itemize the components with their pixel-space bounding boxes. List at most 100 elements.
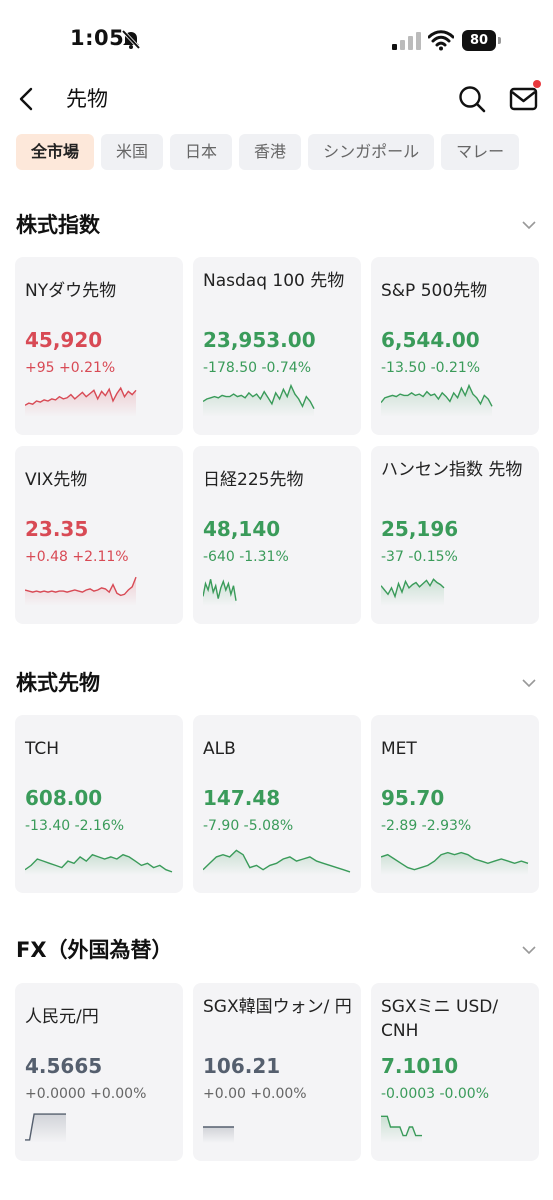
sparkline-line — [381, 851, 529, 871]
sparkline-chart — [203, 579, 237, 606]
card-name: S&P 500先物 — [381, 281, 488, 301]
section-title-stock-index: 株式指数 — [16, 213, 100, 237]
sparkline-line — [203, 849, 351, 873]
status-time: 1:05 — [70, 26, 125, 50]
card-price: 95.70 — [381, 786, 445, 810]
card-name: MET — [381, 739, 417, 759]
sparkline-chart — [381, 383, 493, 417]
card-price: 23,953.00 — [203, 328, 316, 352]
page-title: 先物 — [66, 87, 108, 111]
fx-card[interactable]: SGXミニ USD/ CNH 7.1010 -0.0003 -0.00% — [371, 983, 539, 1161]
sparkline-area — [203, 850, 350, 875]
sparkline-chart — [381, 578, 445, 606]
card-name: VIX先物 — [25, 470, 88, 490]
card-price: 147.48 — [203, 786, 281, 810]
battery-icon: 80 — [462, 30, 502, 51]
sparkline-line — [25, 1113, 66, 1141]
section-title-stock-futures: 株式先物 — [16, 671, 100, 695]
tab-us[interactable]: 米国 — [101, 134, 164, 170]
card-change: -640 -1.31% — [203, 549, 289, 565]
futures-card[interactable]: S&P 500先物 6,544.00 -13.50 -0.21% — [371, 257, 539, 435]
card-change: -13.50 -0.21% — [381, 360, 481, 376]
sparkline-area — [25, 388, 136, 417]
market-tabs: 全市場 米国 日本 香港 シンガポール マレー — [16, 134, 553, 170]
sparkline-chart — [25, 386, 137, 417]
sparkline-line — [203, 579, 237, 601]
card-name: 人民元/円 — [25, 1007, 99, 1027]
futures-card[interactable]: ALB 147.48 -7.90 -5.08% — [193, 715, 361, 893]
card-change: -2.89 -2.93% — [381, 818, 472, 834]
battery-level: 80 — [462, 30, 496, 51]
sparkline-line — [25, 576, 137, 597]
tab-malaysia[interactable]: マレー — [441, 134, 520, 170]
chevron-down-icon[interactable] — [520, 216, 538, 234]
status-bar: 1:05 80 — [0, 0, 553, 80]
card-change: +0.48 +2.11% — [25, 549, 129, 565]
futures-card[interactable]: MET 95.70 -2.89 -2.93% — [371, 715, 539, 893]
card-price: 4.5665 — [25, 1054, 103, 1078]
card-change: -37 -0.15% — [381, 549, 458, 565]
card-name: SGX韓国ウォン/ 円 — [203, 997, 352, 1017]
sparkline-chart — [25, 576, 137, 606]
sparkline-chart — [203, 849, 351, 875]
futures-card[interactable]: 日経225先物 48,140 -640 -1.31% — [193, 446, 361, 624]
sparkline-area — [25, 577, 136, 606]
sparkline-line — [381, 1115, 422, 1137]
sparkline-area — [381, 1116, 422, 1143]
sparkline-area — [203, 385, 314, 417]
notification-dot — [533, 80, 541, 88]
sparkline-chart — [25, 1113, 66, 1143]
sparkline-chart — [381, 851, 529, 875]
sparkline-line — [25, 386, 137, 406]
card-change: +0.0000 +0.00% — [25, 1086, 147, 1102]
card-price: 608.00 — [25, 786, 103, 810]
back-icon[interactable] — [12, 84, 42, 114]
card-name: ALB — [203, 739, 236, 759]
card-change: -13.40 -2.16% — [25, 818, 125, 834]
sparkline-area — [25, 854, 172, 875]
card-price: 45,920 — [25, 328, 103, 352]
sparkline-line — [203, 383, 315, 410]
card-change: +95 +0.21% — [25, 360, 116, 376]
tab-all-markets[interactable]: 全市場 — [16, 134, 95, 170]
sparkline-area — [381, 385, 492, 417]
sparkline-line — [25, 853, 173, 873]
section-title-fx: FX（外国為替） — [16, 938, 173, 962]
mail-icon[interactable] — [507, 84, 541, 114]
cell-signal-icon — [392, 32, 421, 50]
tab-hong-kong[interactable]: 香港 — [239, 134, 302, 170]
tab-singapore[interactable]: シンガポール — [308, 134, 435, 170]
sparkline-area — [381, 852, 528, 875]
sparkline-area — [381, 579, 444, 606]
futures-card[interactable]: TCH 608.00 -13.40 -2.16% — [15, 715, 183, 893]
chevron-down-icon[interactable] — [520, 674, 538, 692]
card-change: -7.90 -5.08% — [203, 818, 294, 834]
card-name: NYダウ先物 — [25, 281, 117, 301]
futures-card[interactable]: ハンセン指数 先物 25,196 -37 -0.15% — [371, 446, 539, 624]
card-name: ハンセン指数 先物 — [381, 460, 523, 480]
card-price: 25,196 — [381, 517, 459, 541]
sparkline-chart — [381, 1115, 422, 1143]
fx-card[interactable]: 人民元/円 4.5665 +0.0000 +0.00% — [15, 983, 183, 1161]
fx-card[interactable]: SGX韓国ウォン/ 円 106.21 +0.00 +0.00% — [193, 983, 361, 1161]
card-change: +0.00 +0.00% — [203, 1086, 307, 1102]
card-name: TCH — [25, 739, 60, 759]
bell-off-icon — [121, 29, 141, 50]
card-price: 23.35 — [25, 517, 89, 541]
chevron-down-icon[interactable] — [520, 941, 538, 959]
tab-japan[interactable]: 日本 — [170, 134, 233, 170]
card-price: 48,140 — [203, 517, 281, 541]
search-icon[interactable] — [457, 84, 487, 114]
futures-card[interactable]: Nasdaq 100 先物 23,953.00 -178.50 -0.74% — [193, 257, 361, 435]
card-price: 106.21 — [203, 1054, 281, 1078]
card-name: 日経225先物 — [203, 470, 304, 490]
card-name: Nasdaq 100 先物 — [203, 271, 345, 291]
futures-card[interactable]: NYダウ先物 45,920 +95 +0.21% — [15, 257, 183, 435]
card-name: SGXミニ USD/ CNH — [381, 997, 499, 1041]
sparkline-chart — [25, 853, 173, 875]
sparkline-area — [25, 1114, 66, 1143]
card-change: -178.50 -0.74% — [203, 360, 312, 376]
wifi-icon — [428, 30, 454, 51]
futures-card[interactable]: VIX先物 23.35 +0.48 +2.11% — [15, 446, 183, 624]
sparkline-line — [381, 383, 493, 407]
